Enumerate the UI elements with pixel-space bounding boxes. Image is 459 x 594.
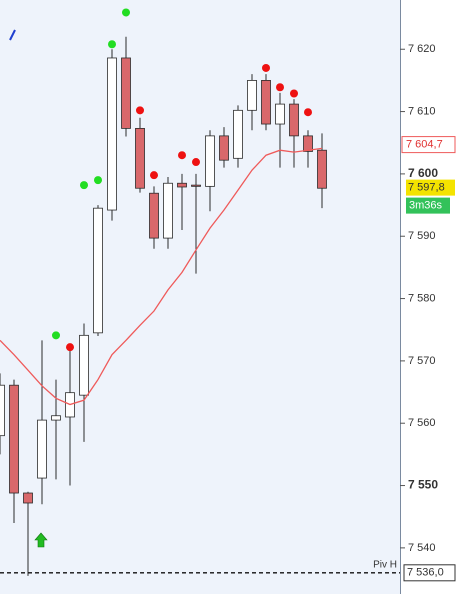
signal-dot bbox=[304, 108, 312, 117]
candle-body bbox=[37, 419, 47, 479]
y-tick-label: 7 580 bbox=[408, 292, 436, 304]
price-tag bbox=[406, 179, 455, 196]
candle-body bbox=[275, 103, 285, 125]
candle-body bbox=[177, 182, 187, 188]
pivot-tag bbox=[403, 564, 456, 582]
signal-dot bbox=[276, 83, 284, 92]
candle-body bbox=[289, 103, 299, 137]
candle-body bbox=[9, 384, 19, 494]
signal-dot bbox=[178, 151, 186, 160]
timer-label: 3m36s bbox=[409, 200, 443, 212]
signal-dot bbox=[94, 176, 102, 185]
ma-tag bbox=[401, 136, 456, 154]
candle-body bbox=[163, 182, 173, 239]
candle-body bbox=[121, 57, 131, 129]
signal-dot bbox=[66, 343, 74, 352]
y-tick-label: 7 590 bbox=[408, 230, 436, 242]
candle-body bbox=[51, 415, 61, 421]
candle-body bbox=[107, 57, 117, 211]
y-tick-label: 7 550 bbox=[408, 478, 438, 492]
candle-body bbox=[317, 149, 327, 189]
y-tick-label: 7 620 bbox=[408, 43, 436, 55]
candle-body bbox=[135, 127, 145, 189]
candle-body bbox=[303, 135, 313, 152]
timer-tag bbox=[406, 197, 450, 214]
y-tick-label: 7 570 bbox=[408, 355, 436, 367]
candle-body bbox=[79, 334, 89, 396]
signal-dot bbox=[262, 63, 270, 72]
candle-body bbox=[205, 135, 215, 187]
ma-label: 7 604,7 bbox=[406, 139, 443, 151]
drawing-stroke bbox=[9, 29, 16, 41]
signal-dot bbox=[290, 89, 298, 98]
candle-body bbox=[149, 192, 159, 239]
signal-dot bbox=[150, 171, 158, 180]
candle-body bbox=[0, 384, 5, 437]
signal-dot bbox=[122, 8, 130, 17]
moving-average bbox=[0, 147, 323, 406]
signal-dot bbox=[52, 331, 60, 340]
candle-body bbox=[191, 184, 201, 187]
y-tick-label: 7 610 bbox=[408, 105, 436, 117]
candle-body bbox=[233, 109, 243, 159]
plot-background bbox=[0, 0, 400, 594]
axis-background bbox=[400, 0, 459, 594]
pivot-name: Piv H bbox=[373, 559, 397, 570]
signal-dot bbox=[136, 106, 144, 115]
buy-arrow bbox=[34, 532, 48, 548]
candle-body bbox=[219, 135, 229, 161]
price-label: 7 597,8 bbox=[408, 182, 445, 194]
candle-body bbox=[23, 492, 33, 504]
signal-dot bbox=[108, 40, 116, 49]
y-tick-label: 7 540 bbox=[408, 542, 436, 554]
candle-body bbox=[93, 207, 103, 334]
pivot-label: 7 536,0 bbox=[407, 567, 444, 579]
y-tick-label: 7 560 bbox=[408, 417, 436, 429]
y-tick-label: 7 600 bbox=[408, 166, 438, 180]
signal-dot bbox=[80, 181, 88, 190]
signal-dot bbox=[192, 158, 200, 167]
plot bbox=[0, 8, 327, 576]
candle-body bbox=[261, 80, 271, 125]
candle-body bbox=[247, 80, 257, 111]
